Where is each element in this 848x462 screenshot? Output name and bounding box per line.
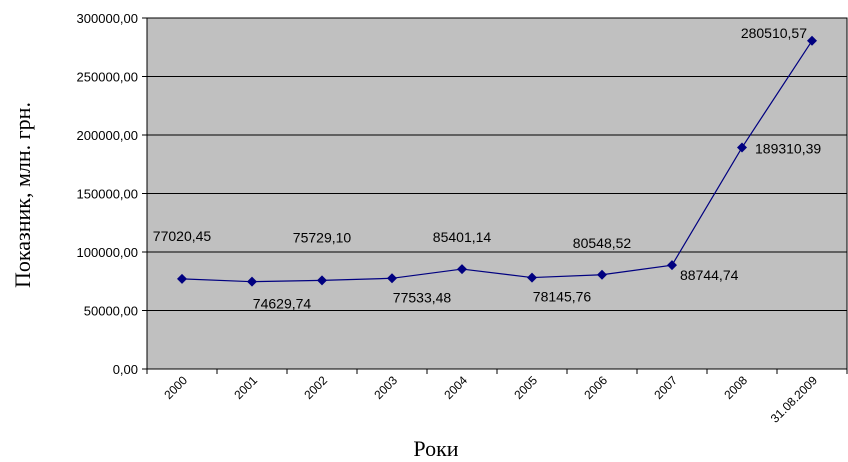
y-tick-label: 0,00 [113, 362, 138, 377]
data-point-marker [667, 260, 677, 271]
x-tick-label: 2008 [721, 373, 750, 402]
data-point-marker [457, 264, 467, 275]
x-axis-title: Роки [413, 436, 458, 461]
data-point-marker [317, 275, 327, 286]
data-labels: 77020,45 74629,74 75729,10 77533,48 85401,14… [153, 25, 822, 312]
data-point-marker [737, 142, 747, 153]
data-point-marker [597, 269, 607, 280]
y-tick-label: 200000,00 [77, 128, 138, 143]
data-label: 85401,14 [433, 229, 492, 245]
x-tick-label: 2004 [441, 373, 470, 402]
gridlines [147, 76, 847, 311]
data-label: 78145,76 [533, 289, 592, 305]
data-label: 77533,48 [393, 289, 452, 305]
series-line [181, 40, 813, 283]
x-tick-label: 2001 [231, 373, 260, 402]
data-label: 75729,10 [293, 229, 352, 245]
y-axis-title: Показник, млн. грн. [10, 102, 35, 288]
data-point-marker [177, 273, 187, 284]
y-tick-label: 150000,00 [77, 187, 138, 202]
data-label: 77020,45 [153, 228, 212, 244]
x-tick-label: 2000 [161, 373, 190, 402]
data-label: 189310,39 [755, 141, 821, 157]
x-tick-label: 2003 [371, 373, 400, 402]
data-label: 88744,74 [680, 267, 739, 283]
data-point-marker [807, 35, 817, 46]
y-axis-ticks: 0,00 50000,00 100000,00 150000,00 200000,00 2… [77, 11, 147, 377]
x-axis-ticks: 2000 2001 2002 2003 2004 2005 2006 2007 2008 31.0… [146, 369, 848, 426]
y-tick-label: 250000,00 [77, 70, 138, 85]
y-tick-label: 300000,00 [77, 11, 138, 26]
x-tick-label: 31.08.2009 [768, 373, 821, 426]
x-tick-label: 2007 [651, 373, 680, 402]
data-label: 74629,74 [253, 296, 312, 312]
x-tick-label: 2002 [301, 373, 330, 402]
data-label: 280510,57 [741, 25, 807, 41]
x-tick-label: 2006 [581, 373, 610, 402]
y-tick-label: 50000,00 [84, 304, 138, 319]
y-tick-label: 100000,00 [77, 245, 138, 260]
series-group [177, 35, 817, 287]
data-label: 80548,52 [573, 235, 632, 251]
data-point-marker [527, 272, 537, 283]
data-point-marker [387, 273, 397, 284]
data-point-marker [247, 276, 257, 287]
x-tick-label: 2005 [511, 373, 540, 402]
